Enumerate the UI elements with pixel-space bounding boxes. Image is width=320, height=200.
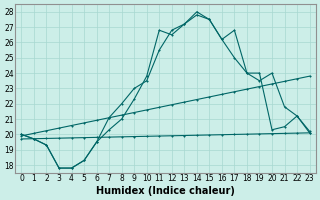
- X-axis label: Humidex (Indice chaleur): Humidex (Indice chaleur): [96, 186, 235, 196]
